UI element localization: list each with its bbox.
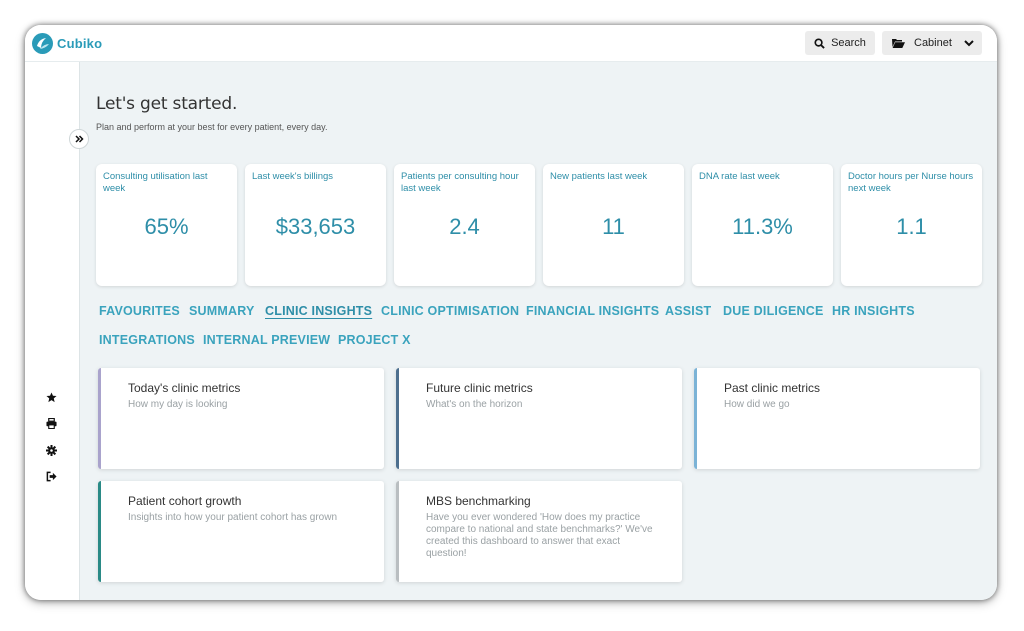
search-icon bbox=[814, 37, 825, 49]
app-name: Cubiko bbox=[57, 35, 103, 51]
cabinet-label: Cabinet bbox=[914, 37, 952, 49]
kpi-value: $33,653 bbox=[275, 214, 356, 239]
page-title: Let's get started. bbox=[96, 94, 238, 114]
search-button[interactable]: Search bbox=[805, 31, 875, 55]
search-label: Search bbox=[831, 37, 866, 49]
dashboard-card-future[interactable]: Future clinic metrics What's on the hori… bbox=[396, 368, 682, 469]
kpi-value: 2.4 bbox=[449, 214, 480, 239]
tab-project-x[interactable]: PROJECT X bbox=[338, 333, 411, 347]
tab-integrations[interactable]: INTEGRATIONS bbox=[99, 333, 195, 347]
kpi-label: Doctor hours per Nurse hours next week bbox=[848, 171, 974, 194]
dashboard-card-today[interactable]: Today's clinic metrics How my day is loo… bbox=[98, 368, 384, 469]
app-window: Cubiko Search Cabinet bbox=[25, 25, 997, 600]
card-accent-bar bbox=[694, 368, 697, 469]
kpi-label: Consulting utilisation last week bbox=[103, 171, 208, 194]
page-subtitle: Plan and perform at your best for every … bbox=[96, 122, 328, 132]
card-accent-bar bbox=[396, 368, 399, 469]
kpi-card-patients-per-hour[interactable]: Patients per consulting hour last week 2… bbox=[394, 164, 535, 286]
cabinet-dropdown[interactable]: Cabinet bbox=[882, 31, 982, 55]
printer-icon[interactable] bbox=[46, 418, 57, 429]
kpi-label: Patients per consulting hour last week bbox=[401, 171, 519, 194]
card-title: Past clinic metrics bbox=[724, 381, 821, 395]
kpi-card-dna-rate[interactable]: DNA rate last week 11.3% bbox=[692, 164, 833, 286]
brand-logo[interactable]: Cubiko bbox=[32, 32, 102, 54]
card-description: How my day is looking bbox=[128, 399, 228, 410]
tab-due-diligence[interactable]: DUE DILIGENCE bbox=[723, 304, 824, 318]
sidebar bbox=[25, 62, 80, 600]
tab-clinic-optimisation[interactable]: CLINIC OPTIMISATION bbox=[381, 304, 520, 318]
top-bar: Cubiko Search Cabinet bbox=[25, 25, 997, 62]
kpi-value: 65% bbox=[144, 214, 189, 239]
card-description: How did we go bbox=[724, 399, 790, 410]
star-icon[interactable] bbox=[46, 392, 57, 403]
tab-favourites[interactable]: FAVOURITES bbox=[99, 304, 180, 318]
card-description: Have you ever wondered 'How does my prac… bbox=[426, 512, 653, 559]
kpi-label: New patients last week bbox=[550, 171, 648, 182]
kpi-card-new-patients[interactable]: New patients last week 11 bbox=[543, 164, 684, 286]
tab-financial-insights[interactable]: FINANCIAL INSIGHTS bbox=[526, 304, 660, 318]
card-accent-bar bbox=[98, 368, 101, 469]
card-accent-bar bbox=[396, 481, 399, 582]
dashboard-card-past[interactable]: Past clinic metrics How did we go bbox=[694, 368, 980, 469]
tab-assist[interactable]: ASSIST bbox=[665, 304, 712, 318]
kpi-value: 11 bbox=[602, 214, 625, 239]
kpi-card-billings[interactable]: Last week's billings $33,653 bbox=[245, 164, 386, 286]
kpi-value: 1.1 bbox=[896, 214, 927, 239]
kpi-value: 11.3% bbox=[732, 214, 793, 239]
chevron-down-icon bbox=[964, 39, 974, 46]
card-title: Future clinic metrics bbox=[426, 381, 533, 395]
tab-hr-insights[interactable]: HR INSIGHTS bbox=[832, 304, 915, 318]
card-title: Patient cohort growth bbox=[128, 494, 242, 508]
double-chevron-right-icon bbox=[74, 135, 84, 143]
card-description: What's on the horizon bbox=[426, 399, 523, 410]
dashboard-card-mbs-benchmarking[interactable]: MBS benchmarking Have you ever wondered … bbox=[396, 481, 682, 582]
card-title: MBS benchmarking bbox=[426, 494, 531, 508]
folder-open-icon bbox=[892, 39, 905, 48]
dashboard-card-patient-cohort[interactable]: Patient cohort growth Insights into how … bbox=[98, 481, 384, 582]
card-accent-bar bbox=[98, 481, 101, 582]
gear-icon[interactable] bbox=[46, 445, 57, 456]
kpi-card-consulting-utilisation[interactable]: Consulting utilisation last week 65% bbox=[96, 164, 237, 286]
tab-internal-preview[interactable]: INTERNAL PREVIEW bbox=[203, 333, 331, 347]
card-title: Today's clinic metrics bbox=[128, 381, 241, 395]
cubiko-logo-icon bbox=[32, 32, 53, 54]
kpi-label: DNA rate last week bbox=[699, 171, 780, 182]
expand-sidebar-button[interactable] bbox=[69, 129, 89, 149]
logout-icon[interactable] bbox=[46, 471, 57, 482]
kpi-card-doctor-nurse-hours[interactable]: Doctor hours per Nurse hours next week 1… bbox=[841, 164, 982, 286]
kpi-label: Last week's billings bbox=[252, 171, 334, 182]
tab-clinic-insights[interactable]: CLINIC INSIGHTS bbox=[265, 304, 373, 318]
card-description: Insights into how your patient cohort ha… bbox=[128, 512, 338, 523]
tab-summary[interactable]: SUMMARY bbox=[189, 304, 255, 318]
